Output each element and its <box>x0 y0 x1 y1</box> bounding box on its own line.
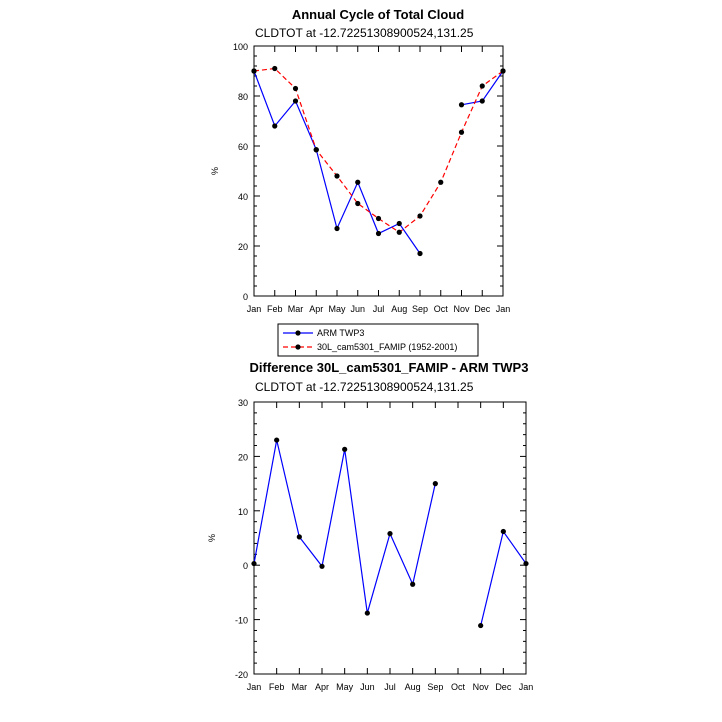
chart1-series-1-point <box>458 102 465 108</box>
chart1-series-2-point <box>396 229 402 235</box>
chart1-series-1-point <box>272 123 278 129</box>
chart2-xtick-label: Oct <box>451 682 466 692</box>
chart1-series-2-point <box>334 173 340 179</box>
chart1-title: Annual Cycle of Total Cloud <box>292 7 464 22</box>
chart2-series-1-point <box>296 534 302 540</box>
chart1-xtick-label: Dec <box>474 304 491 314</box>
chart1-series-2-point <box>313 147 319 153</box>
chart1-series-1-point <box>396 220 402 227</box>
chart2-series-1-point <box>523 560 529 567</box>
chart2-xtick-label: Aug <box>405 682 421 692</box>
chart2-ylabel: % <box>207 534 217 542</box>
chart2-xtick-label: Jul <box>384 682 396 692</box>
chart2-series-1-point <box>364 610 370 616</box>
chart1-ytick-label: 100 <box>233 42 248 52</box>
chart1-series-2-point <box>438 179 444 185</box>
chart2-series-line-1 <box>253 439 436 614</box>
chart2-series-1-point <box>500 528 506 535</box>
chart1-series-2-point <box>417 213 423 219</box>
chart1-series-2-point <box>272 65 278 72</box>
chart2-series-1-point <box>342 446 348 452</box>
chart1-xtick-label: Feb <box>267 304 283 314</box>
chart2-title: Difference 30L_cam5301_FAMIP - ARM TWP3 <box>250 360 529 375</box>
chart2-subtitle: CLDTOT at -12.72251308900524,131.25 <box>255 380 474 394</box>
chart1-series-1-point <box>417 250 423 257</box>
chart1-series-2-point <box>292 85 299 92</box>
chart1-series-2-point <box>375 215 382 222</box>
chart1-series-2-point <box>458 129 465 135</box>
chart2-frame <box>253 401 527 675</box>
chart2-series-1-point <box>387 531 393 537</box>
chart2-xtick-label: Nov <box>473 682 490 692</box>
legend: ARM TWP3 30L_cam5301_FAMIP (1952-2001) <box>277 323 479 357</box>
chart1-xtick-label: Jan <box>496 304 511 314</box>
chart1-subtitle: CLDTOT at -12.72251308900524,131.25 <box>255 26 474 40</box>
chart2-ytick-label: 10 <box>238 507 248 517</box>
chart1-series-1-point <box>355 179 361 185</box>
chart2-xtick-label: Apr <box>315 682 329 692</box>
chart2-series-1-point <box>251 560 257 567</box>
chart2-ytick-label: 0 <box>243 561 248 571</box>
chart1-xtick-label: Mar <box>288 304 304 314</box>
chart1-series-1-point <box>334 225 340 232</box>
chart1-series-2-point <box>479 83 485 89</box>
chart1-ytick-label: 0 <box>243 292 248 302</box>
legend-label-arm: ARM TWP3 <box>317 328 364 338</box>
chart2-series-1-point <box>410 581 416 587</box>
chart2-xtick-label: Feb <box>269 682 285 692</box>
chart1-series-2-point <box>500 68 506 74</box>
chart2-ytick-label: 20 <box>238 452 248 462</box>
chart1-xtick-label: Nov <box>453 304 470 314</box>
chart2-series-1-point <box>478 622 484 629</box>
chart1-plot: 0 20 40 60 80 100 Jan Feb Mar Apr May Jun Jul Aug Sep O… <box>233 42 510 314</box>
chart2-xtick-label: May <box>336 682 354 692</box>
chart2-series-1-point <box>432 481 438 487</box>
legend-marker-arm <box>295 330 301 336</box>
chart1-ytick-label: 40 <box>238 192 248 202</box>
chart1-series-1-point <box>292 98 299 104</box>
chart1-series-1-point <box>375 230 382 237</box>
chart1-series-2-point <box>251 68 257 74</box>
chart2-xtick-label: Sep <box>427 682 443 692</box>
chart1-series-line-2 <box>253 67 504 234</box>
chart1-ytick-label: 20 <box>238 242 248 252</box>
chart2-xtick-label: Mar <box>292 682 308 692</box>
chart2-ytick-label: -20 <box>235 670 248 680</box>
chart2-series-1-point <box>274 437 280 443</box>
chart1-series-1-point <box>479 98 485 104</box>
chart2-series-1-point <box>319 563 325 569</box>
chart2-xtick-label: Jan <box>519 682 534 692</box>
chart2-xtick-label: Jun <box>360 682 375 692</box>
chart2-series-line-1 <box>480 530 527 626</box>
legend-box <box>277 323 479 357</box>
legend-label-model: 30L_cam5301_FAMIP (1952-2001) <box>317 342 457 352</box>
chart2-ytick-label: 30 <box>238 398 248 408</box>
chart1-xtick-label: Jun <box>350 304 365 314</box>
chart1-xtick-label: Jul <box>373 304 385 314</box>
chart1-ytick-label: 60 <box>238 142 248 152</box>
chart2-xtick-label: Jan <box>247 682 262 692</box>
chart2-ytick-label: -10 <box>235 616 248 626</box>
chart1-frame <box>253 45 504 297</box>
chart1-xtick-label: Sep <box>412 304 428 314</box>
chart1-xtick-label: May <box>328 304 346 314</box>
chart2-plot: -20 -10 0 10 20 30 Jan Feb Mar Apr May Jun Jul Aug Sep… <box>235 398 533 692</box>
chart1-xtick-label: Oct <box>434 304 449 314</box>
chart1-xtick-label: Apr <box>309 304 323 314</box>
chart1-ylabel: % <box>210 167 220 175</box>
chart2-xtick-label: Dec <box>495 682 512 692</box>
chart1-series-2-point <box>355 200 361 207</box>
chart1-xtick-label: Aug <box>391 304 407 314</box>
legend-marker-model <box>295 344 301 350</box>
chart1-xtick-label: Jan <box>247 304 262 314</box>
chart1-ytick-label: 80 <box>238 92 248 102</box>
